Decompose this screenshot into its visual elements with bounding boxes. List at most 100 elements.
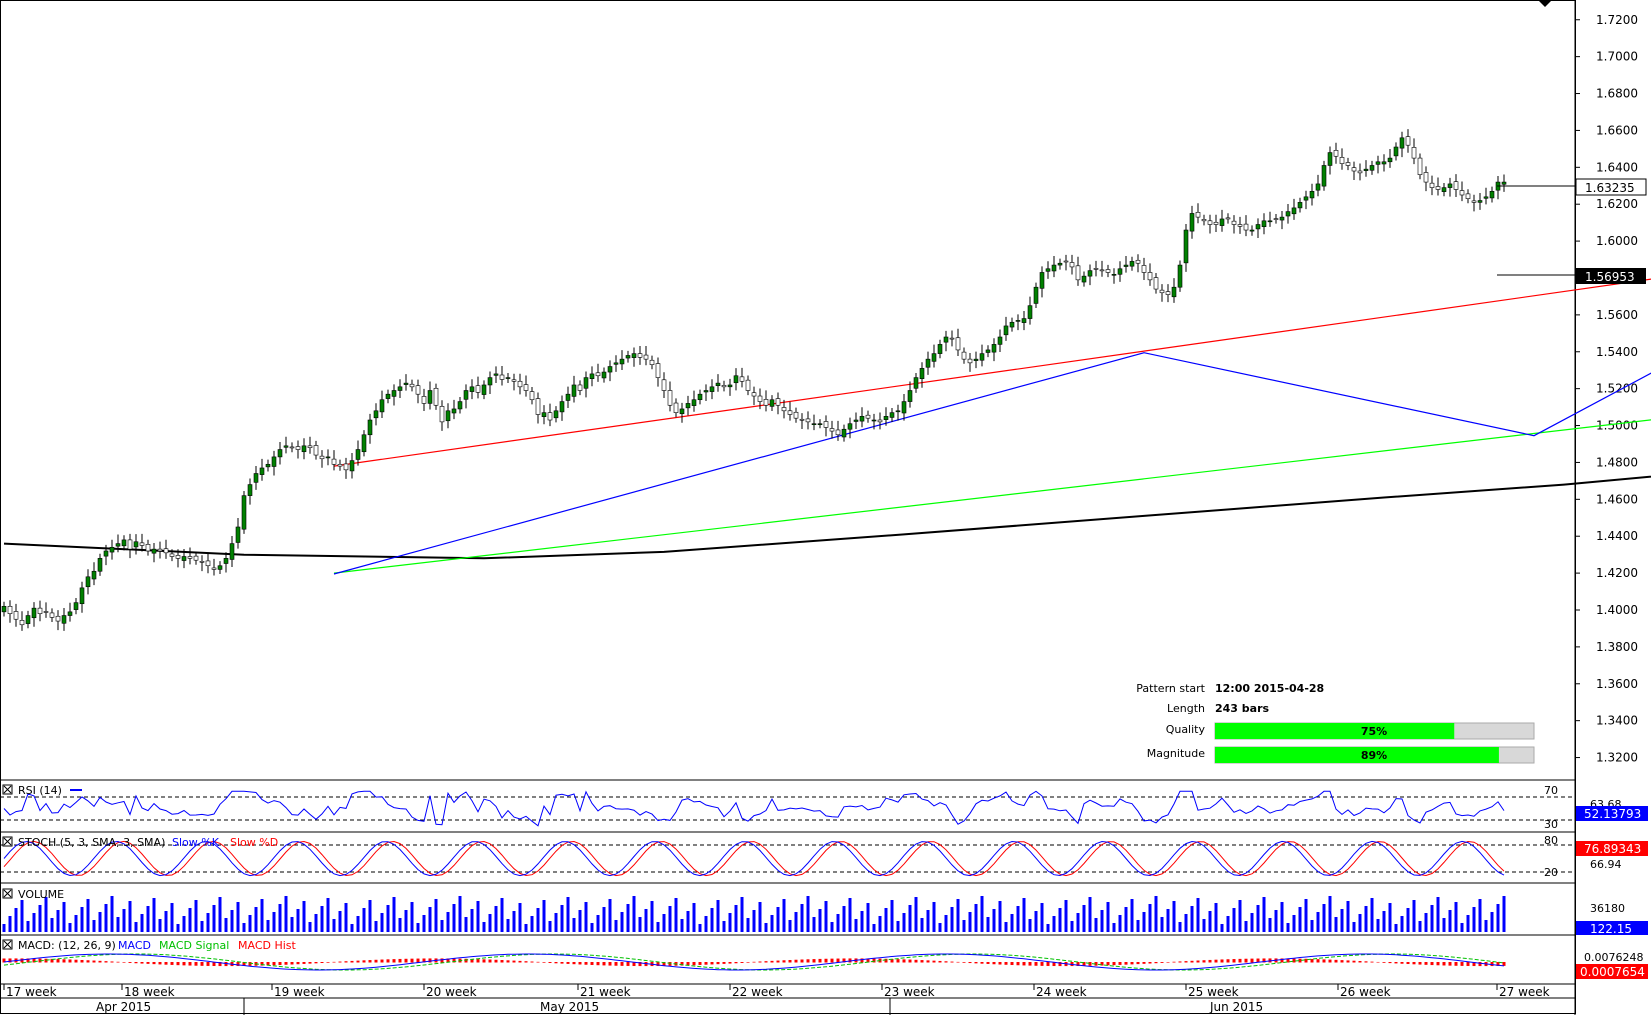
volume-bar <box>2 924 6 932</box>
volume-bar <box>224 918 228 932</box>
candle-body <box>823 421 829 428</box>
macd-hist-bar <box>1448 962 1452 966</box>
volume-bar <box>1304 899 1308 932</box>
volume-bar <box>20 900 24 932</box>
candle-body <box>949 337 955 340</box>
macd-hist-bar <box>752 961 756 963</box>
macd-hist-bar <box>86 960 90 963</box>
volume-bar <box>1046 924 1050 932</box>
macd-hist-bar <box>758 961 762 963</box>
macd-hist-bar <box>1136 962 1140 965</box>
volume-bar <box>158 919 162 932</box>
macd-hist-bar <box>74 959 78 963</box>
candle-body <box>1387 157 1393 163</box>
volume-bar <box>758 902 762 932</box>
candle-body <box>91 570 97 580</box>
volume-bar <box>188 908 192 932</box>
macd-hist-bar <box>938 960 942 963</box>
volume-bar <box>680 919 684 932</box>
volume-bar <box>476 901 480 932</box>
macd-hist-bar <box>1160 962 1164 963</box>
macd-hist-bar <box>590 962 594 965</box>
volume-bar <box>698 924 702 932</box>
volume-bar <box>662 914 666 932</box>
volume-bar <box>1028 919 1032 932</box>
candle-body <box>103 550 109 557</box>
macd-hist-bar <box>1046 962 1050 966</box>
candle-body <box>241 495 247 530</box>
volume-bar <box>1184 914 1188 932</box>
macd-hist-bar <box>710 962 714 965</box>
volume-bar <box>608 899 612 932</box>
candle-body <box>1243 223 1249 231</box>
candle-body <box>637 353 643 358</box>
candle-body <box>1207 220 1213 225</box>
macd-hist-bar <box>62 959 66 963</box>
candle-body <box>1483 196 1489 199</box>
volume-bar <box>140 914 144 932</box>
volume-bar <box>1496 904 1500 932</box>
volume-bar <box>1208 911 1212 932</box>
scroll-arrow-icon[interactable] <box>1538 0 1552 7</box>
macd-hist-bar <box>566 962 570 964</box>
candle-body <box>379 399 385 413</box>
volume-bar <box>536 908 540 932</box>
volume-bar <box>110 896 114 932</box>
candle-body <box>751 392 757 397</box>
week-label: 27 week <box>1499 985 1550 999</box>
volume-bar <box>1136 920 1140 932</box>
volume-bar <box>230 910 234 932</box>
candle-body <box>313 445 319 456</box>
candle-body <box>181 556 187 561</box>
macd-hist-bar <box>464 958 468 963</box>
macd-hist-bar <box>1424 962 1428 965</box>
candle-body <box>811 423 817 426</box>
volume-bar <box>242 923 246 932</box>
volume-bar <box>602 907 606 932</box>
macd-hist-bar <box>1250 958 1254 963</box>
candle-body <box>727 384 733 388</box>
volume-bar <box>434 899 438 932</box>
volume-bar <box>1214 903 1218 932</box>
macd-hist-bar <box>1454 962 1458 966</box>
candle-body <box>985 349 991 353</box>
macd-hist-bar <box>908 959 912 963</box>
candle-body <box>967 358 973 364</box>
volume-bar <box>962 920 966 932</box>
volume-bar <box>968 912 972 932</box>
candle-body <box>295 446 301 450</box>
macd-hist-bar <box>974 962 978 964</box>
volume-bar <box>728 913 732 932</box>
candle-body <box>1375 161 1381 165</box>
macd-hist-bar <box>620 962 624 966</box>
volume-bar <box>1370 898 1374 932</box>
candle-body <box>19 620 25 626</box>
candle-body <box>847 423 853 430</box>
macd-hist-bar <box>428 958 432 963</box>
candle-body <box>925 358 931 368</box>
volume-bar <box>1064 900 1068 932</box>
volume-bar <box>1172 901 1176 932</box>
volume-bar <box>398 918 402 932</box>
candle-body <box>1399 137 1405 149</box>
volume-bar <box>452 904 456 932</box>
candle-body <box>1369 165 1375 171</box>
volume-bar <box>1130 899 1134 932</box>
volume-bar <box>104 904 108 932</box>
stoch-k-label: Slow %K <box>172 836 220 849</box>
volume-bar <box>974 904 978 932</box>
macd-hist-bar <box>920 960 924 963</box>
volume-bar <box>848 898 852 932</box>
macd-hist-bar <box>1094 962 1098 966</box>
candle-body <box>1183 229 1189 264</box>
macd-hist-bar <box>1496 962 1500 966</box>
candle-body <box>547 412 553 421</box>
price-tick-label: 1.3800 <box>1596 640 1638 654</box>
price-tick-label: 1.4800 <box>1596 455 1638 469</box>
ma-value: 1.56953 <box>1585 270 1635 284</box>
candle-body <box>865 414 871 419</box>
volume-bar <box>236 902 240 932</box>
candle-body <box>1363 168 1369 171</box>
candle-body <box>1123 264 1129 267</box>
macd-hist-bar <box>788 959 792 963</box>
